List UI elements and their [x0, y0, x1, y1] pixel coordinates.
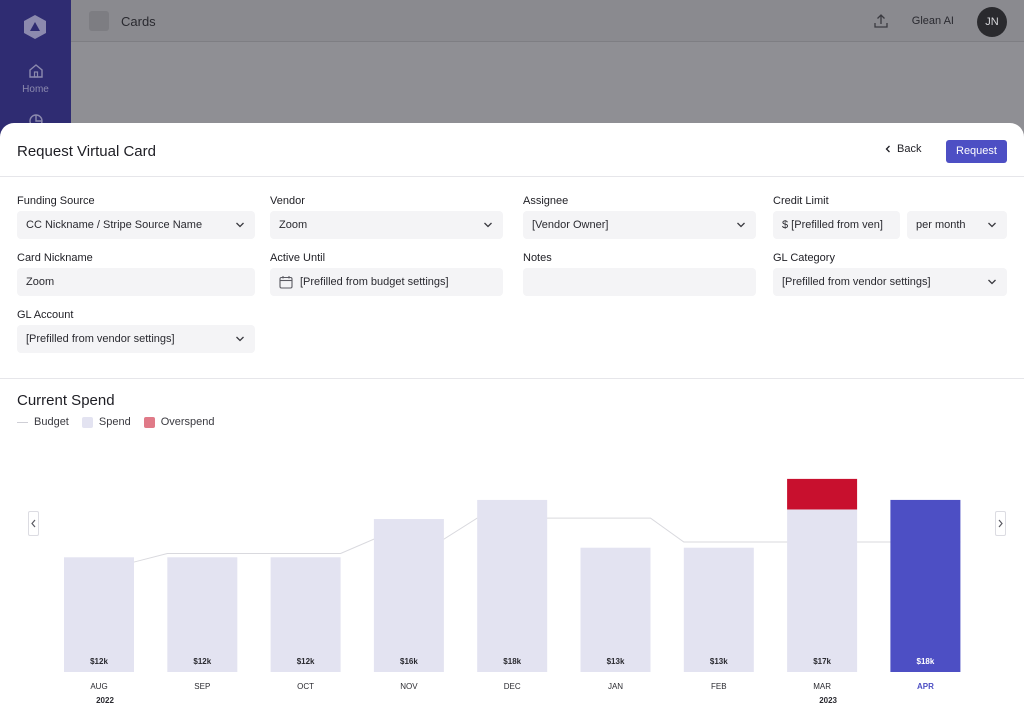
chevron-down-icon	[484, 222, 492, 228]
notes-input[interactable]	[523, 268, 756, 296]
gl-account-select[interactable]: [Prefilled from vendor settings]	[17, 325, 255, 353]
x-axis-tick-label: JAN	[608, 682, 623, 691]
section-divider	[0, 378, 1024, 379]
vendor-label: Vendor	[270, 195, 305, 207]
assignee-label: Assignee	[523, 195, 569, 207]
vendor-value: Zoom	[279, 219, 308, 231]
credit-limit-period-value: per month	[916, 219, 966, 231]
x-axis-tick-label: APR	[917, 682, 934, 691]
notes-label: Notes	[523, 252, 552, 264]
spend-bar[interactable]	[64, 557, 134, 672]
chevron-left-icon	[885, 145, 890, 153]
legend-overspend-swatch	[143, 416, 155, 428]
spend-bar[interactable]	[890, 499, 961, 672]
legend-budget-swatch	[17, 421, 28, 423]
credit-limit-label: Credit Limit	[773, 195, 829, 207]
nav-item-home[interactable]: Home	[0, 62, 71, 95]
request-virtual-card-modal: Request Virtual Card Back Request Fundin…	[0, 123, 1024, 728]
chevron-down-icon	[988, 279, 996, 285]
back-button[interactable]: Back	[884, 143, 921, 155]
spend-bar[interactable]	[580, 547, 651, 672]
chevron-down-icon	[236, 222, 244, 228]
bar-value-label: $18k	[503, 657, 521, 666]
calendar-icon	[279, 276, 293, 289]
bar-value-label: $13k	[607, 657, 625, 666]
x-axis-tick-label: OCT	[297, 682, 314, 691]
spend-bar[interactable]	[373, 519, 444, 672]
active-until-value: [Prefilled from budget settings]	[300, 276, 449, 288]
glean-ai-button[interactable]: Glean AI	[911, 15, 954, 27]
gl-account-value: [Prefilled from vendor settings]	[26, 333, 175, 345]
legend-budget: Budget	[17, 416, 69, 428]
credit-limit-period-select[interactable]: per month	[907, 211, 1007, 239]
request-button[interactable]: Request	[946, 140, 1007, 163]
page-title: Cards	[121, 14, 156, 29]
gl-category-select[interactable]: [Prefilled from vendor settings]	[773, 268, 1007, 296]
spend-bar[interactable]	[477, 499, 548, 672]
active-until-input[interactable]: [Prefilled from budget settings]	[270, 268, 503, 296]
chart-next-button[interactable]	[995, 511, 1006, 536]
header-divider	[0, 176, 1024, 177]
chart-prev-button[interactable]	[28, 511, 39, 536]
year-label: 2023	[819, 696, 837, 705]
bar-value-label: $12k	[193, 657, 211, 666]
spend-bar[interactable]	[167, 557, 238, 672]
bar-value-label: $16k	[400, 657, 418, 666]
current-spend-chart: $12k AUG $12k SEP $12k OCT $16k NOV $18k DEC $13k J…	[64, 478, 961, 705]
spend-bar[interactable]	[787, 509, 858, 672]
x-axis-tick-label: DEC	[504, 682, 521, 691]
active-until-label: Active Until	[270, 252, 326, 264]
bar-value-label: $12k	[90, 657, 108, 666]
bar-value-label: $13k	[710, 657, 728, 666]
funding-source-select[interactable]: CC Nickname / Stripe Source Name	[17, 211, 255, 239]
bar-value-label: $17k	[813, 657, 831, 666]
nav-item-label: Home	[22, 84, 49, 95]
menu-toggle[interactable]	[89, 11, 109, 31]
x-axis-tick-label: SEP	[194, 682, 210, 691]
spend-bar[interactable]	[683, 547, 754, 672]
current-spend-title: Current Spend	[17, 392, 115, 409]
chevron-down-icon	[236, 336, 244, 342]
home-icon	[28, 64, 43, 78]
gl-category-label: GL Category	[773, 252, 835, 264]
gl-account-label: GL Account	[17, 309, 74, 321]
credit-limit-input[interactable]: $ [Prefilled from ven]	[773, 211, 900, 239]
credit-limit-value: $ [Prefilled from ven]	[782, 219, 883, 231]
x-axis-tick-label: NOV	[400, 682, 418, 691]
back-label: Back	[897, 143, 922, 155]
legend-spend: Spend	[81, 416, 131, 428]
legend-budget-label: Budget	[34, 416, 69, 428]
chevron-down-icon	[737, 222, 745, 228]
legend-spend-swatch	[81, 416, 93, 428]
modal-title: Request Virtual Card	[17, 143, 156, 160]
app-header: Cards Glean AI JN	[71, 0, 1024, 42]
year-label: 2022	[96, 696, 114, 705]
chart-legend: Budget Spend Overspend	[17, 416, 228, 428]
assignee-value: [Vendor Owner]	[532, 219, 609, 231]
legend-spend-label: Spend	[98, 416, 131, 428]
x-axis-tick-label: AUG	[90, 682, 107, 691]
card-nickname-label: Card Nickname	[17, 252, 93, 264]
funding-source-value: CC Nickname / Stripe Source Name	[26, 219, 203, 231]
chevron-down-icon	[988, 222, 996, 228]
funding-source-label: Funding Source	[17, 195, 95, 207]
avatar[interactable]: JN	[977, 7, 1007, 37]
bar-value-label: $18k	[917, 657, 935, 666]
chevron-left-icon	[31, 519, 36, 528]
logo-icon	[24, 15, 46, 39]
legend-overspend: Overspend	[143, 416, 215, 428]
bar-value-label: $12k	[297, 657, 315, 666]
upload-icon[interactable]	[872, 12, 890, 30]
x-axis-tick-label: FEB	[711, 682, 727, 691]
spend-bar[interactable]	[270, 557, 341, 672]
x-axis-tick-label: MAR	[813, 682, 831, 691]
assignee-select[interactable]: [Vendor Owner]	[523, 211, 756, 239]
overspend-bar[interactable]	[787, 478, 858, 510]
card-nickname-input[interactable]: Zoom	[17, 268, 255, 296]
vendor-select[interactable]: Zoom	[270, 211, 503, 239]
legend-overspend-label: Overspend	[160, 416, 215, 428]
card-nickname-value: Zoom	[26, 276, 55, 288]
gl-category-value: [Prefilled from vendor settings]	[782, 276, 931, 288]
chevron-right-icon	[998, 519, 1003, 528]
